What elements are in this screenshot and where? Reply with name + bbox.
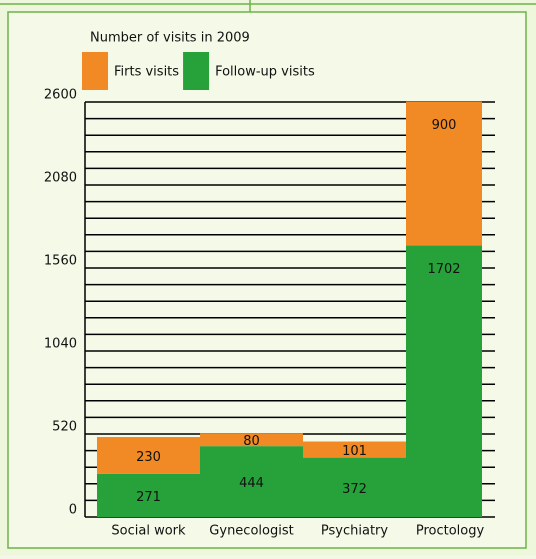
bar-segment (97, 473, 200, 517)
legend-swatch (82, 52, 108, 90)
legend-label: Firts visits (114, 65, 179, 80)
y-tick-label: 1560 (44, 254, 77, 269)
bar-segment (406, 101, 482, 246)
y-tick-label: 520 (52, 420, 77, 435)
y-tick-label: 2600 (44, 88, 77, 103)
legend-swatch (183, 52, 210, 90)
x-tick-label: Psychiatry (321, 524, 388, 539)
data-label: 101 (342, 444, 367, 459)
data-label: 900 (432, 118, 457, 133)
bar-segment (303, 441, 406, 458)
y-tick-label: 0 (69, 503, 77, 518)
x-tick-label: Proctology (416, 524, 485, 539)
y-tick-label: 2080 (44, 171, 77, 186)
bar-segment (200, 446, 303, 517)
x-tick-label: Social work (111, 524, 186, 539)
data-label: 372 (342, 482, 367, 497)
chart-title: Number of visits in 2009 (90, 31, 250, 46)
data-label: 444 (239, 476, 264, 491)
bar-segment (200, 433, 303, 447)
bar-segment (303, 457, 406, 517)
bar-segment (97, 437, 200, 474)
data-label: 271 (136, 490, 161, 505)
data-label: 80 (243, 434, 260, 449)
data-label: 1702 (427, 262, 460, 277)
y-tick-label: 1040 (44, 337, 77, 352)
bar-segment (406, 245, 482, 518)
data-label: 230 (136, 450, 161, 465)
x-tick-label: Gynecologist (209, 524, 293, 539)
legend-label: Follow-up visits (215, 65, 315, 80)
